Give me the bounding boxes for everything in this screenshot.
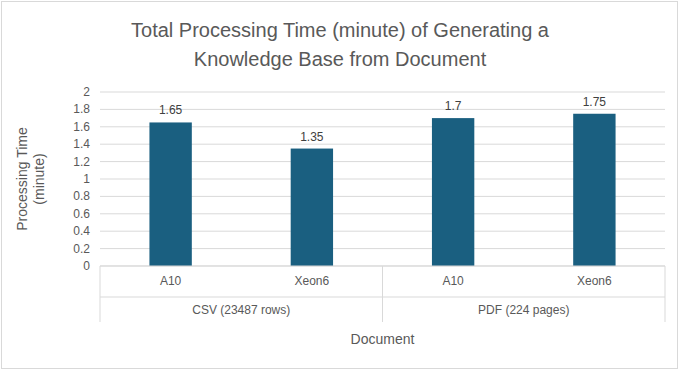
bar — [432, 118, 474, 266]
group-label: CSV (23487 rows) — [192, 303, 290, 317]
x-tick-label: A10 — [160, 274, 182, 288]
group-separator — [100, 266, 101, 322]
bar — [573, 114, 615, 266]
data-label: 1.7 — [445, 99, 462, 113]
y-tick-label: 2 — [83, 85, 90, 99]
y-axis-title-line: (minute) — [31, 153, 47, 204]
group-separator — [665, 266, 666, 322]
y-tick-label: 0.2 — [73, 242, 90, 256]
group-label: PDF (224 pages) — [478, 303, 569, 317]
data-label: 1.65 — [159, 103, 183, 117]
grid-line — [100, 92, 665, 93]
title-line: Knowledge Base from Document — [194, 48, 487, 70]
x-axis-title: Document — [351, 331, 415, 347]
y-tick-label: 1 — [83, 172, 90, 186]
y-tick-label: 0.6 — [73, 207, 90, 221]
group-separator — [382, 266, 383, 322]
y-tick-label: 0 — [83, 259, 90, 273]
title-line: Total Processing Time (minute) of Genera… — [131, 19, 550, 41]
x-tick-label: Xeon6 — [577, 274, 612, 288]
y-axis-title-line: Processing Time — [14, 127, 30, 231]
y-tick-label: 0.8 — [73, 189, 90, 203]
y-axis-title: Processing Time(minute) — [14, 127, 47, 231]
bar — [291, 149, 333, 266]
bars — [149, 114, 615, 266]
data-label: 1.75 — [583, 95, 607, 109]
y-tick-label: 1.8 — [73, 102, 90, 116]
grid-line — [100, 109, 665, 110]
bar — [149, 122, 191, 266]
x-tick-label: Xeon6 — [295, 274, 330, 288]
y-tick-label: 1.4 — [73, 137, 90, 151]
x-tick-label: A10 — [442, 274, 464, 288]
title: Total Processing Time (minute) of Genera… — [131, 19, 550, 70]
y-tick-label: 0.4 — [73, 224, 90, 238]
chart: Total Processing Time (minute) of Genera… — [0, 0, 679, 370]
y-tick-label: 1.2 — [73, 155, 90, 169]
y-tick-label: 1.6 — [73, 120, 90, 134]
data-label: 1.35 — [300, 130, 324, 144]
chart-frame — [2, 2, 678, 369]
